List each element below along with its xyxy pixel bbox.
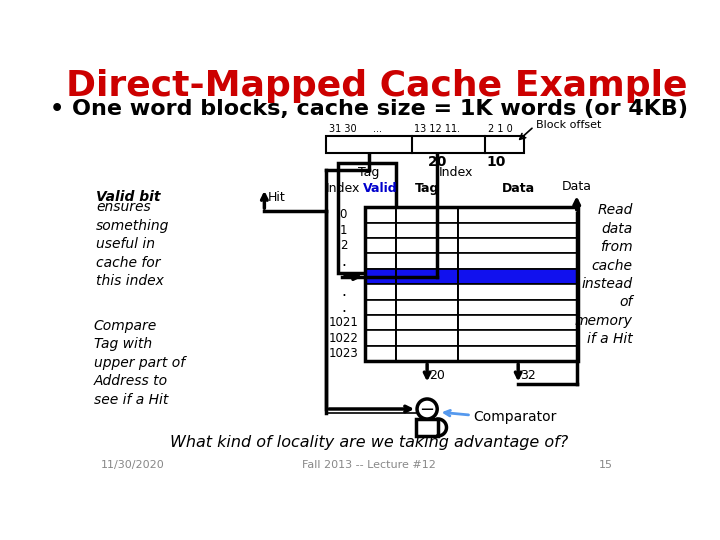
Text: Index: Index	[326, 182, 361, 195]
Text: 1021: 1021	[328, 316, 359, 329]
Text: ensures
something
useful in
cache for
this index: ensures something useful in cache for th…	[96, 200, 170, 288]
Bar	[365, 238, 396, 253]
Bar	[396, 207, 458, 222]
Bar	[365, 207, 578, 361]
Bar	[458, 300, 578, 315]
Bar	[458, 346, 578, 361]
Bar	[365, 222, 396, 238]
Text: 15: 15	[598, 460, 613, 470]
Text: .: .	[341, 285, 346, 300]
Bar	[396, 330, 458, 346]
Bar	[458, 269, 578, 284]
Text: 20: 20	[428, 369, 444, 382]
Text: Index: Index	[438, 166, 473, 179]
Text: Data: Data	[502, 182, 535, 195]
Bar	[365, 269, 396, 284]
Text: −: −	[420, 401, 435, 418]
Text: Compare
Tag with
upper part of
Address to
see if a Hit: Compare Tag with upper part of Address t…	[94, 319, 185, 407]
Bar	[458, 330, 578, 346]
Text: 2 1 0: 2 1 0	[487, 124, 513, 134]
Text: Fall 2013 -- Lecture #12: Fall 2013 -- Lecture #12	[302, 460, 436, 470]
Bar	[396, 238, 458, 253]
Bar	[458, 238, 578, 253]
Bar	[365, 315, 396, 330]
Text: Data: Data	[562, 180, 592, 193]
Text: Read
data
from
cache
instead
of
memory
if a Hit: Read data from cache instead of memory i…	[575, 204, 632, 346]
Circle shape	[417, 399, 437, 419]
Text: Tag: Tag	[359, 166, 379, 179]
Text: Block offset: Block offset	[536, 120, 601, 130]
Bar	[396, 346, 458, 361]
Text: • One word blocks, cache size = 1K words (or 4KB): • One word blocks, cache size = 1K words…	[50, 99, 688, 119]
Bar	[365, 330, 396, 346]
Text: Valid bit: Valid bit	[96, 190, 161, 204]
Text: 32: 32	[520, 369, 536, 382]
Text: .: .	[341, 300, 346, 315]
Text: 20: 20	[428, 155, 447, 169]
Text: Valid: Valid	[364, 182, 398, 195]
Bar	[396, 269, 458, 284]
Text: .: .	[341, 254, 346, 268]
Bar	[365, 346, 396, 361]
Bar	[396, 284, 458, 300]
Bar	[365, 300, 396, 315]
Bar	[365, 284, 396, 300]
Bar	[396, 222, 458, 238]
Bar	[458, 253, 578, 269]
Bar	[365, 253, 396, 269]
Bar	[458, 222, 578, 238]
Text: Hit: Hit	[267, 191, 285, 204]
Text: Direct-Mapped Cache Example: Direct-Mapped Cache Example	[66, 69, 688, 103]
Text: What kind of locality are we taking advantage of?: What kind of locality are we taking adva…	[170, 435, 568, 450]
Bar	[338, 164, 396, 273]
Text: Comparator: Comparator	[474, 410, 557, 424]
Bar	[396, 315, 458, 330]
Text: 1: 1	[340, 224, 347, 237]
Text: 1022: 1022	[328, 332, 359, 345]
Bar	[396, 300, 458, 315]
Bar	[326, 136, 524, 153]
Text: 11/30/2020: 11/30/2020	[101, 460, 164, 470]
Bar	[416, 419, 438, 436]
Bar	[458, 207, 578, 222]
Bar	[458, 284, 578, 300]
Text: 31 30: 31 30	[329, 124, 356, 134]
Text: 10: 10	[487, 155, 506, 169]
Text: 2: 2	[340, 239, 347, 252]
Bar	[365, 207, 396, 222]
Text: 13 12 11: 13 12 11	[414, 124, 457, 134]
Text: 0: 0	[340, 208, 347, 221]
Bar	[458, 315, 578, 330]
Text: ...: ...	[451, 124, 460, 134]
Bar	[396, 253, 458, 269]
Text: ...: ...	[373, 124, 382, 134]
Text: Tag: Tag	[415, 182, 439, 195]
Text: 1023: 1023	[328, 347, 359, 360]
